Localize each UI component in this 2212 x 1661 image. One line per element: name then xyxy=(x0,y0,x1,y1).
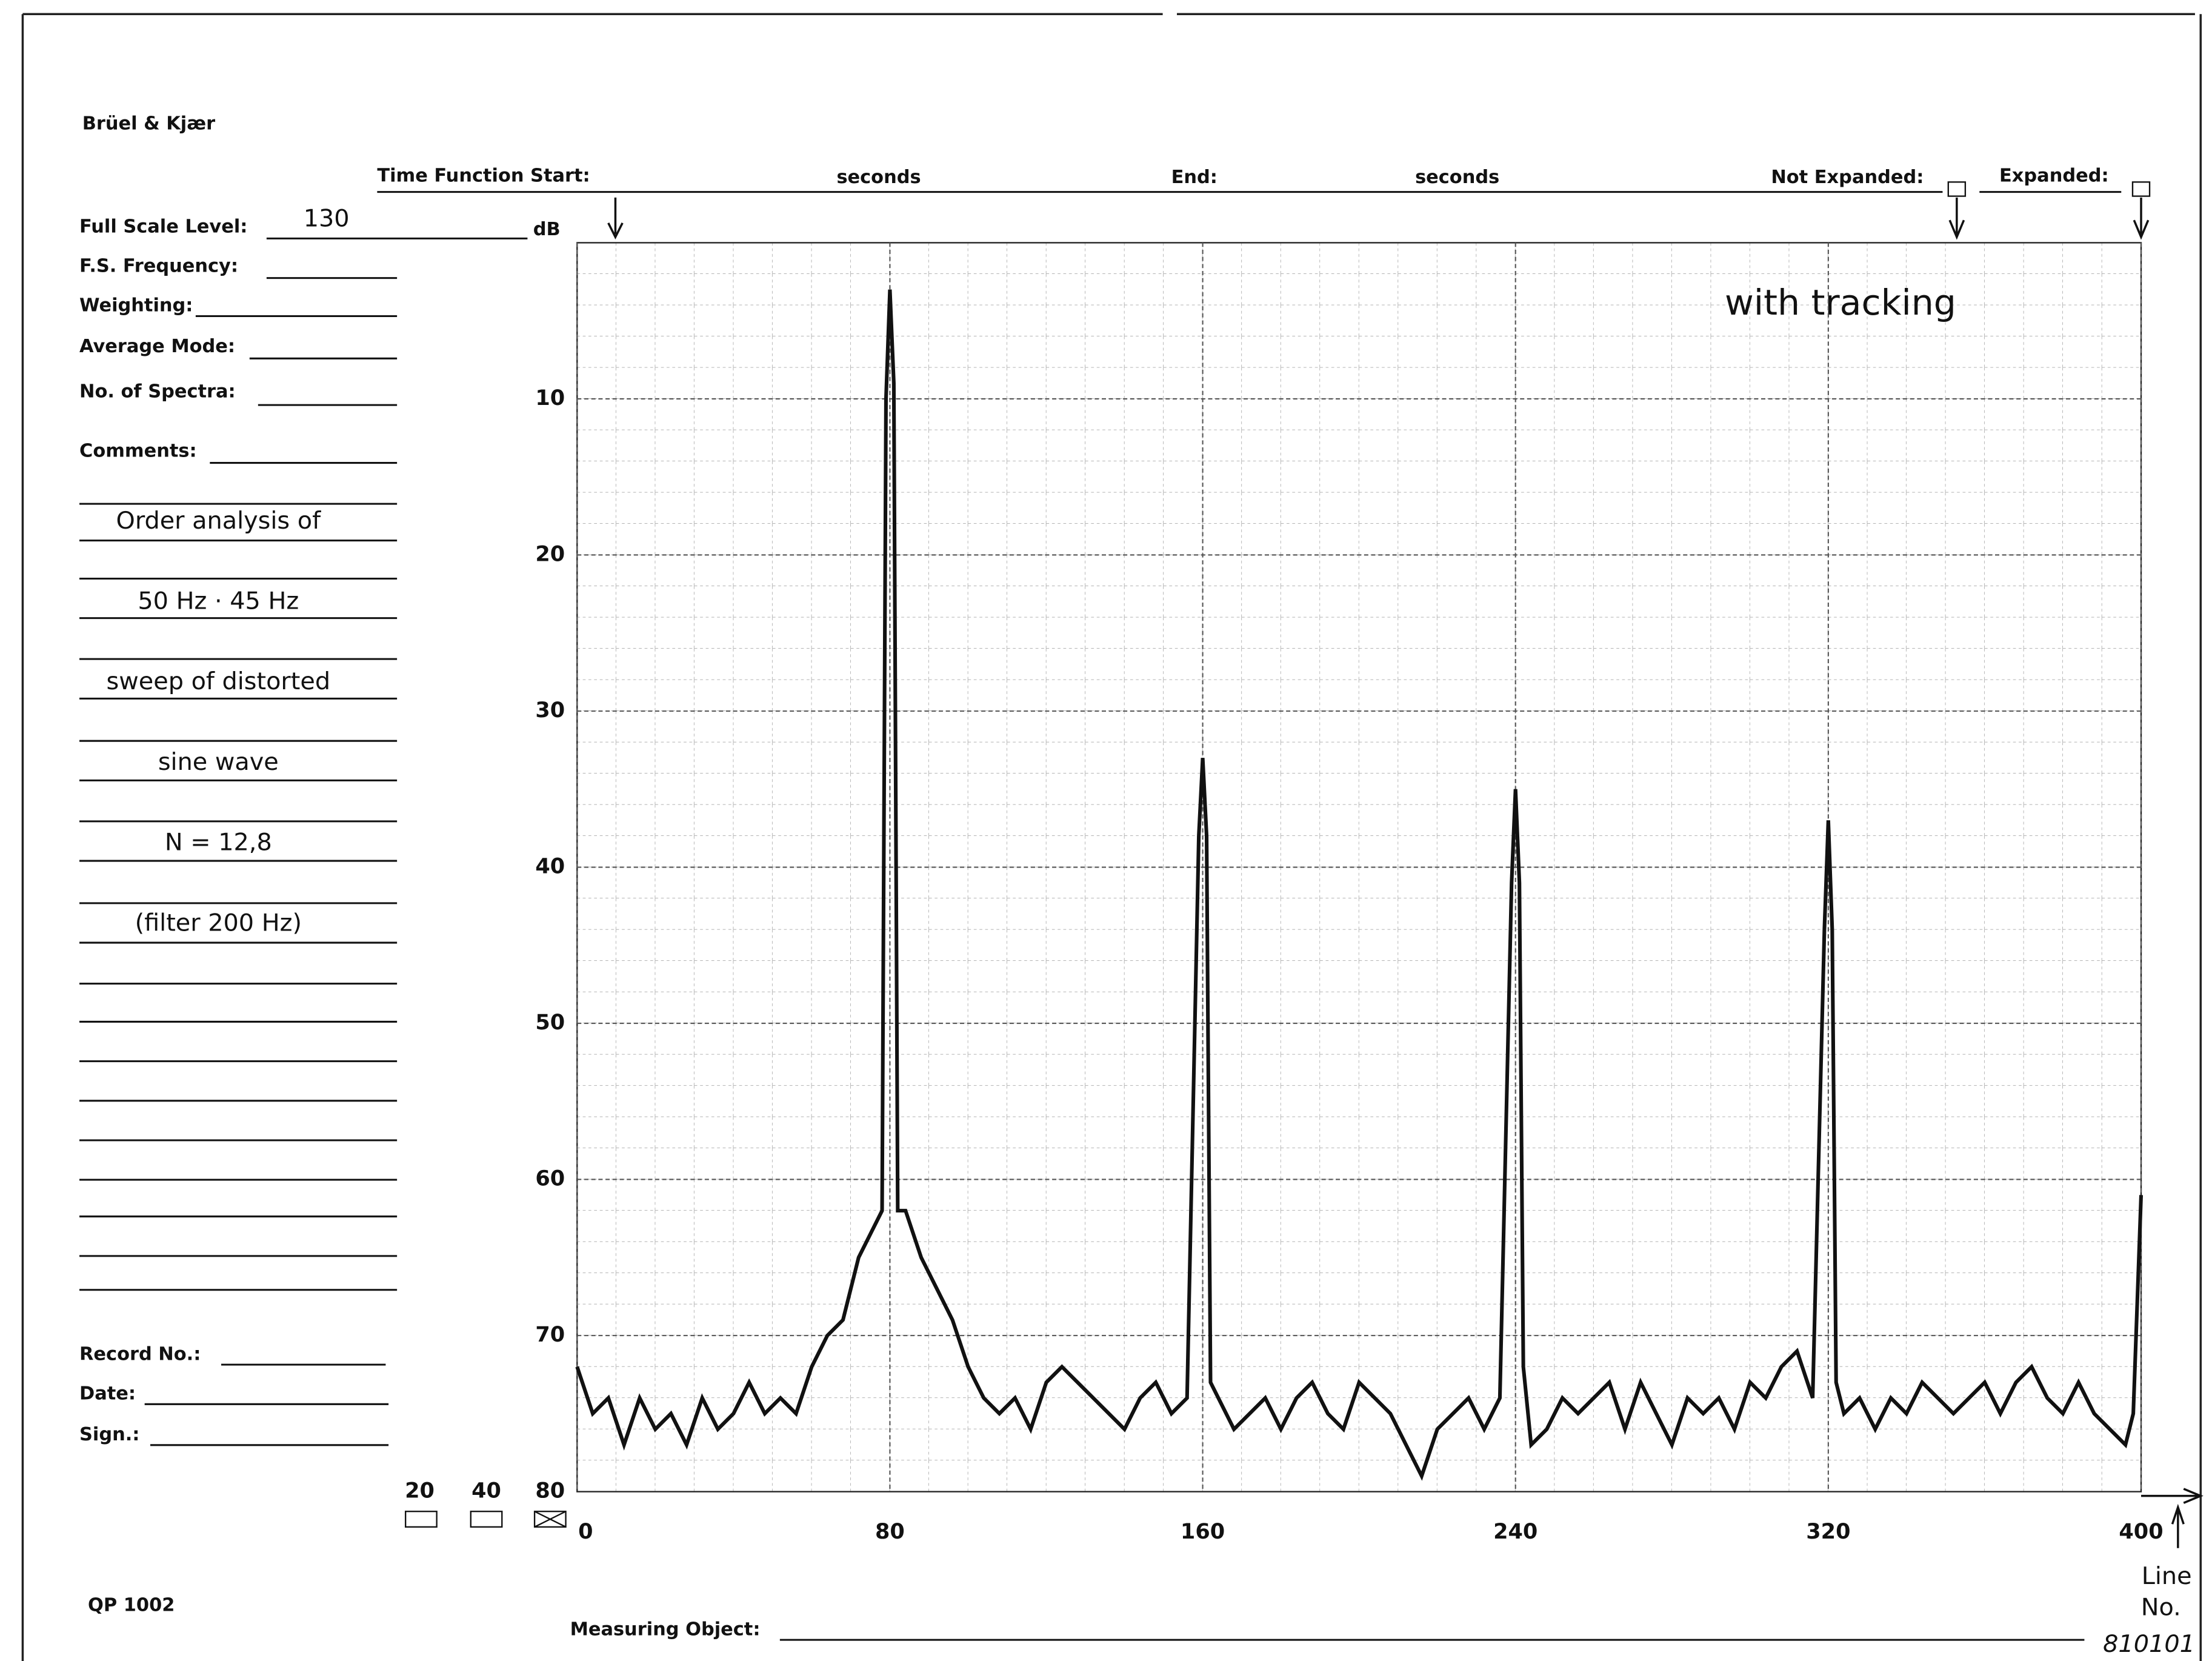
x-tick-label: 320 xyxy=(1806,1520,1850,1544)
unit: dB xyxy=(533,219,561,240)
label: Time Function Start: xyxy=(377,165,590,187)
brand: Brüel & Kjær xyxy=(82,113,215,134)
x-tick-label: 160 xyxy=(1181,1520,1225,1544)
y-tick-label: 60 xyxy=(535,1167,565,1191)
label: F.S. Frequency: xyxy=(79,256,238,277)
y-tick-label: 70 xyxy=(535,1323,565,1347)
check xyxy=(534,1511,567,1528)
x-axis-label: Line xyxy=(2142,1562,2192,1590)
value: 130 xyxy=(304,205,350,233)
label: Sign.: xyxy=(79,1424,139,1445)
checkbox xyxy=(1947,181,1967,197)
label: Expanded: xyxy=(1999,165,2109,187)
axis-arrows xyxy=(2141,1488,2204,1548)
y-tick-label: 20 xyxy=(535,543,565,567)
checkbox xyxy=(470,1511,503,1528)
x-tick-label: 80 xyxy=(875,1520,905,1544)
checkbox xyxy=(533,1511,567,1528)
checkbox xyxy=(404,1511,438,1528)
x-tick-label: 240 xyxy=(1493,1520,1537,1544)
label: Comments: xyxy=(79,440,197,461)
y-tick-label: 50 xyxy=(535,1011,565,1035)
x-tick-label: 400 xyxy=(2119,1520,2163,1544)
x-axis-label: No. xyxy=(2141,1593,2181,1621)
label: Date: xyxy=(79,1383,136,1405)
label: No. of Spectra: xyxy=(79,381,236,403)
comment: sweep of distorted xyxy=(107,667,331,695)
comment: sine wave xyxy=(158,748,279,776)
label: seconds xyxy=(836,167,921,188)
comment: (filter 200 Hz) xyxy=(135,909,302,937)
y-tick-label: 10 xyxy=(535,386,565,410)
comment: Order analysis of xyxy=(116,507,322,535)
label: End: xyxy=(1171,167,1218,188)
range-option: 80 xyxy=(535,1479,565,1503)
label: Average Mode: xyxy=(79,336,235,357)
checkbox xyxy=(2131,181,2151,197)
label: Not Expanded: xyxy=(1771,167,1924,188)
label: Weighting: xyxy=(79,295,193,316)
range-option: 40 xyxy=(471,1479,501,1503)
y-tick-label: 40 xyxy=(535,855,565,879)
form-rules xyxy=(144,277,398,1446)
annotation: with tracking xyxy=(1725,282,1956,323)
label: Full Scale Level: xyxy=(79,216,247,237)
marker-arrows xyxy=(607,197,2150,240)
comment: 50 Hz · 45 Hz xyxy=(138,587,299,615)
page-border xyxy=(21,13,2202,1661)
form-code: QP 1002 xyxy=(88,1595,175,1616)
label: Measuring Object: xyxy=(570,1619,761,1640)
label: seconds xyxy=(1415,167,1499,188)
range-option: 20 xyxy=(405,1479,435,1503)
serial: 810101 xyxy=(2103,1630,2195,1658)
x-tick-label: 0 xyxy=(578,1520,593,1544)
y-tick-label: 30 xyxy=(535,698,565,723)
label: Record No.: xyxy=(79,1343,201,1365)
comment: N = 12,8 xyxy=(165,829,272,857)
spectrum-line xyxy=(575,289,2144,1481)
